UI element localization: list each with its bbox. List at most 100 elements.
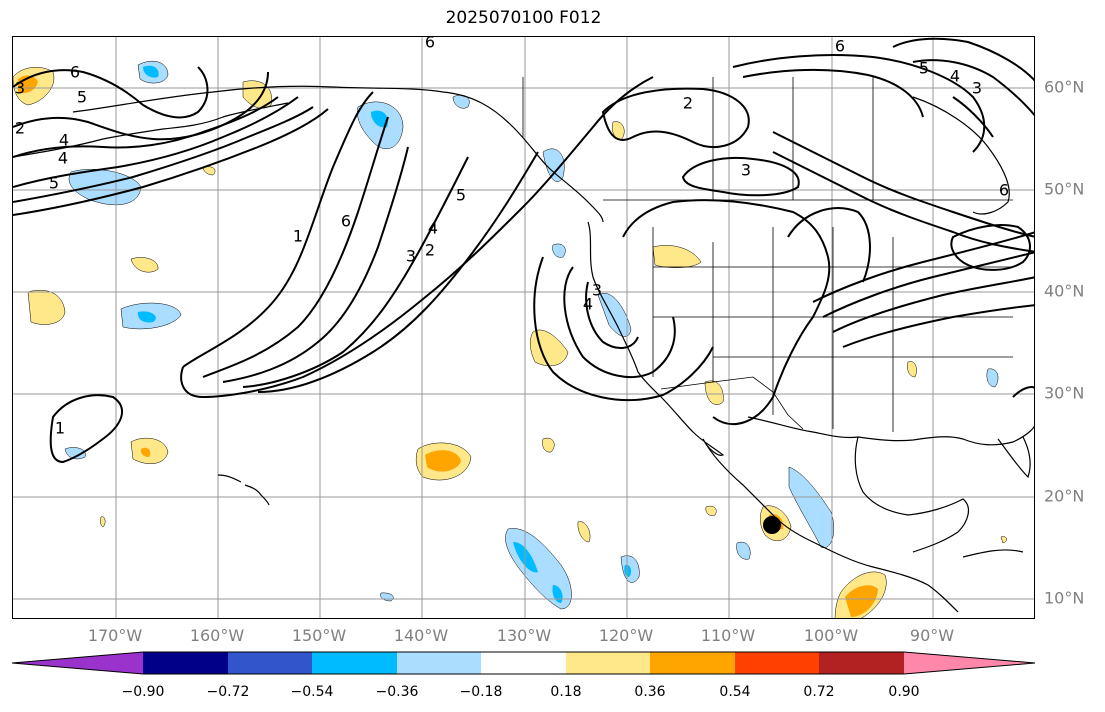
contour-label: 2 <box>682 93 694 113</box>
contour <box>182 91 374 368</box>
contour-label: 3 <box>740 160 752 180</box>
colorbar-segment <box>397 652 481 674</box>
contour <box>13 108 329 216</box>
state-lines <box>652 227 1013 432</box>
contour <box>13 96 299 188</box>
contour-label: 3 <box>14 78 26 98</box>
colorbar-extend-max <box>904 652 1035 674</box>
contour-label: 6 <box>998 180 1010 200</box>
colorbar-tick-label: −0.72 <box>206 684 250 700</box>
pos-blob <box>907 361 917 378</box>
gulf-coast <box>747 416 1034 446</box>
colorbar <box>11 651 1036 675</box>
neg-blob <box>736 541 751 560</box>
province-lines <box>712 77 874 200</box>
contour <box>585 281 639 349</box>
us-west-coast <box>587 221 662 398</box>
gulf-mexico-coast <box>854 436 970 553</box>
colorbar-segment <box>735 652 819 674</box>
contour <box>787 207 871 283</box>
contour-label: 5 <box>455 185 467 205</box>
latitude-label: 10°N <box>1044 588 1085 608</box>
contour <box>13 106 314 203</box>
pos-blob <box>27 289 66 325</box>
political-borders <box>522 77 1013 432</box>
pos-blob <box>577 521 591 543</box>
contour <box>742 68 924 118</box>
neg-blob <box>788 466 835 548</box>
colorbar-tick-label: −0.36 <box>375 684 419 700</box>
contour-label: 6 <box>424 32 436 52</box>
colorbar-tick-label: −0.90 <box>121 684 165 700</box>
pos-blob <box>542 437 555 453</box>
contour-label: 2 <box>424 240 436 260</box>
longitude-label: 100°W <box>803 626 859 645</box>
contour-label: 1 <box>54 418 66 438</box>
pos-blob <box>530 329 569 367</box>
hudson-bay <box>912 96 1010 215</box>
pos-blob <box>130 257 159 273</box>
mexico-west-coast <box>702 438 959 613</box>
neg-blob <box>986 368 999 388</box>
contour <box>892 37 1034 82</box>
contour-label: 6 <box>834 36 846 56</box>
contour <box>257 151 539 393</box>
latitude-label: 40°N <box>1044 281 1085 301</box>
colorbar-segment <box>819 652 904 674</box>
colorbar-segment <box>566 652 650 674</box>
longitude-label: 150°W <box>291 626 347 645</box>
colorbar-extend-min <box>12 652 143 674</box>
contour-label: 1 <box>292 226 304 246</box>
neg-blob <box>542 148 565 182</box>
longitude-label: 170°W <box>87 626 143 645</box>
pos-blob <box>705 505 717 516</box>
storm-center-marker <box>763 516 781 534</box>
colorbar-segment <box>481 652 566 674</box>
contour-label: 3 <box>971 78 983 98</box>
contour <box>601 87 750 148</box>
colorbar-segment <box>228 652 312 674</box>
colorbar-segment <box>650 652 735 674</box>
contour-label: 5 <box>918 58 930 78</box>
longitude-label: 120°W <box>598 626 654 645</box>
pos-blob <box>1000 536 1007 544</box>
longitude-label: 130°W <box>496 626 552 645</box>
colorbar-segment <box>143 652 228 674</box>
contour <box>950 224 1031 271</box>
colorbar-tick-label: 0.36 <box>634 684 666 700</box>
contour-lines <box>13 37 1034 464</box>
contour <box>1012 386 1034 398</box>
pos-blob <box>652 245 702 268</box>
contour-label: 4 <box>57 148 69 168</box>
contour-label: 4 <box>582 294 594 314</box>
contour <box>912 59 1034 117</box>
pos-blob <box>704 380 724 405</box>
longitude-label: 160°W <box>189 626 245 645</box>
positive-shading-core <box>18 75 878 617</box>
colorbar-tick-label: 0.90 <box>888 684 920 700</box>
colorbar-tick-label: 0.54 <box>719 684 751 700</box>
colorbar-tick-label: −0.54 <box>290 684 334 700</box>
alaska-coast <box>72 85 604 223</box>
contour <box>13 71 269 141</box>
neg-blob <box>68 169 142 206</box>
contour-label: 4 <box>949 66 961 86</box>
graticule <box>13 37 1034 618</box>
colorbar-tick-label: −0.18 <box>459 684 503 700</box>
contour <box>812 231 1034 303</box>
contour-label: 3 <box>591 280 603 300</box>
longitude-label: 140°W <box>393 626 449 645</box>
hawaii <box>217 474 270 506</box>
contour <box>772 151 1034 253</box>
contour-label: 4 <box>58 130 70 150</box>
contour-label: 6 <box>340 211 352 231</box>
contour <box>681 156 800 197</box>
longitude-label: 90°W <box>909 626 955 645</box>
longitude-label: 110°W <box>700 626 756 645</box>
map-panel <box>12 36 1035 619</box>
latitude-label: 50°N <box>1044 179 1085 199</box>
contour <box>832 276 1034 333</box>
contour-label: 6 <box>69 62 81 82</box>
contour-label: 2 <box>14 118 26 138</box>
contour <box>622 199 831 426</box>
